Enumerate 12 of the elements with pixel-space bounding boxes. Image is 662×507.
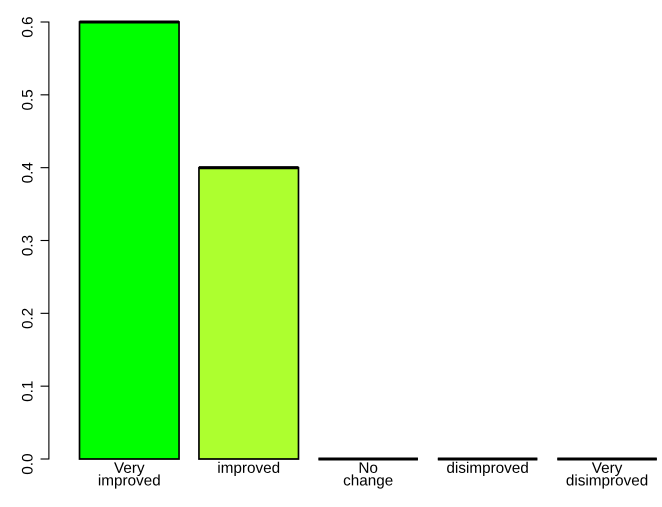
x-tick-label: Very improved xyxy=(98,462,160,489)
y-tick-label: 0.4 xyxy=(22,162,33,183)
y-tick-label: 0.5 xyxy=(22,90,33,110)
x-tick-label: improved xyxy=(218,462,280,476)
y-tick-label: 0.3 xyxy=(22,236,33,256)
y-tick-label: 0.2 xyxy=(22,308,33,328)
y-tick-label: 0.6 xyxy=(22,17,33,38)
x-tick-label: disimproved xyxy=(447,462,528,476)
x-tick-label: No change xyxy=(344,462,393,489)
y-tick-label: 0.1 xyxy=(22,381,33,402)
x-tick-label: Very disimproved xyxy=(566,462,648,489)
y-tick-label: 0.0 xyxy=(22,454,33,474)
